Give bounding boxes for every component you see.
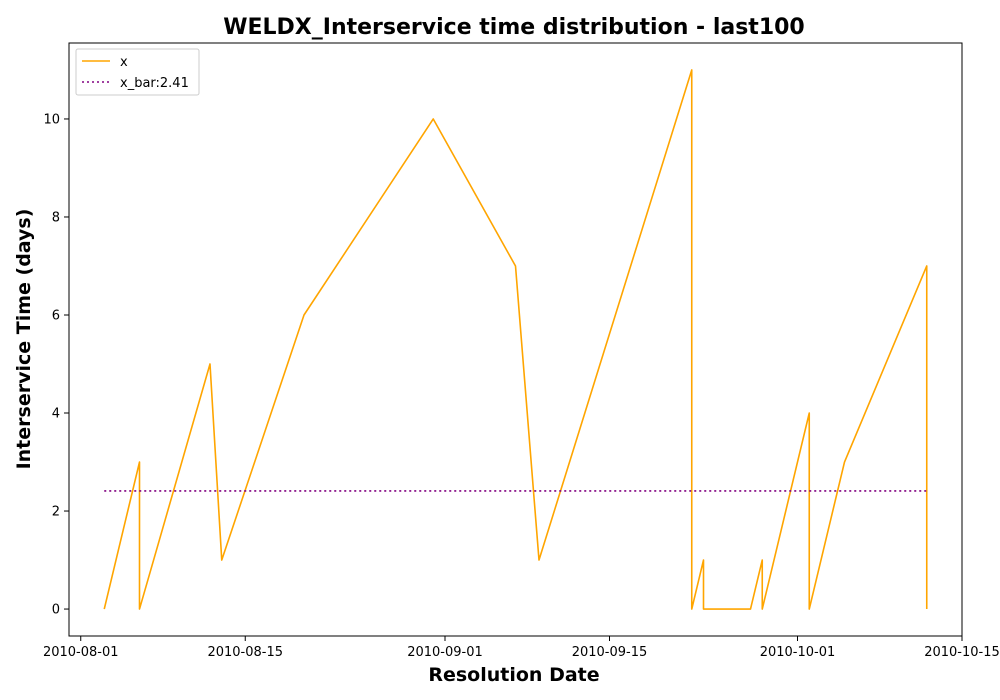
x-tick-label: 2010-10-01 [760,645,836,660]
x-tick-label: 2010-09-15 [572,645,648,660]
y-tick-label: 8 [52,210,60,225]
legend: x x_bar:2.41 [75,48,200,96]
chart-title: WELDX_Interservice time distribution - l… [223,15,805,40]
plot-frame [68,42,963,637]
legend-label-x: x [120,55,128,70]
x-axis-ticks: 2010-08-01 2010-08-15 2010-09-01 2010-09-15… [43,636,1000,660]
legend-label-x-bar: x_bar:2.41 [120,76,189,91]
y-tick-label: 2 [52,505,60,520]
x-tick-label: 2010-08-15 [207,645,283,660]
x-axis-label: Resolution Date [428,664,599,686]
y-tick-label: 6 [52,308,60,323]
y-tick-label: 10 [43,112,60,127]
series-layer [103,69,928,610]
y-tick-label: 4 [52,407,60,422]
x-tick-label: 2010-08-01 [43,645,119,660]
x-tick-label: 2010-10-15 [924,645,1000,660]
x-tick-label: 2010-09-01 [407,645,483,660]
y-axis-label: Interservice Time (days) [13,209,35,470]
plot-area [68,42,963,637]
y-axis-ticks: 0 2 4 6 8 10 [43,112,69,618]
y-tick-label: 0 [52,603,60,618]
series-line-x [103,69,928,610]
